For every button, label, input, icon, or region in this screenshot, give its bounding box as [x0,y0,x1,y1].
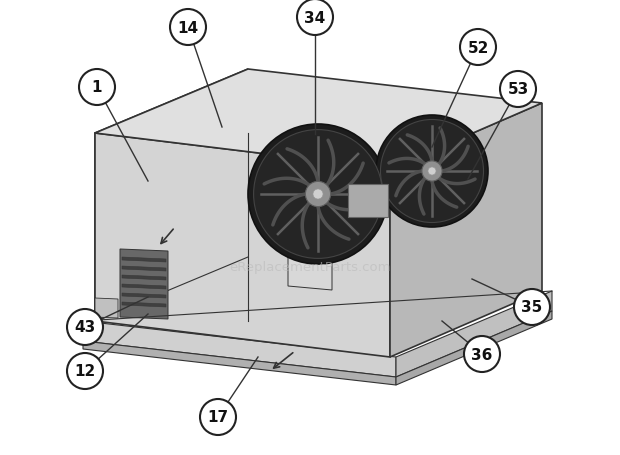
Circle shape [500,72,536,108]
Polygon shape [122,293,166,298]
Circle shape [381,120,484,223]
Circle shape [428,167,436,176]
Circle shape [514,289,550,325]
Polygon shape [122,267,166,271]
Polygon shape [122,275,166,280]
Text: 52: 52 [467,40,489,56]
Text: 17: 17 [208,410,229,425]
Polygon shape [95,298,118,318]
Circle shape [200,399,236,435]
Polygon shape [95,70,542,170]
Polygon shape [396,291,552,377]
Polygon shape [120,249,168,319]
Polygon shape [348,185,388,217]
Circle shape [422,162,442,182]
Circle shape [376,116,488,228]
Polygon shape [396,311,552,385]
Polygon shape [83,341,396,385]
Circle shape [313,190,323,200]
Circle shape [248,125,388,264]
Circle shape [460,30,496,66]
Text: 1: 1 [92,81,102,95]
Text: 43: 43 [74,320,95,335]
Polygon shape [122,258,166,263]
Circle shape [254,130,383,259]
Text: eReplacementParts.com: eReplacementParts.com [229,261,391,274]
Circle shape [67,353,103,389]
Text: 12: 12 [74,364,95,379]
Text: 14: 14 [177,20,198,35]
Text: 35: 35 [521,300,542,315]
Polygon shape [122,302,166,307]
Polygon shape [122,284,166,289]
Circle shape [297,0,333,36]
Polygon shape [390,104,542,357]
Polygon shape [95,134,390,357]
Circle shape [79,70,115,106]
Polygon shape [95,70,248,321]
Text: 53: 53 [507,82,529,97]
Circle shape [170,10,206,46]
Circle shape [67,309,103,345]
Polygon shape [288,253,332,290]
Text: 36: 36 [471,347,493,362]
Text: 34: 34 [304,10,326,25]
Circle shape [306,182,330,207]
Polygon shape [83,321,396,377]
Circle shape [464,336,500,372]
